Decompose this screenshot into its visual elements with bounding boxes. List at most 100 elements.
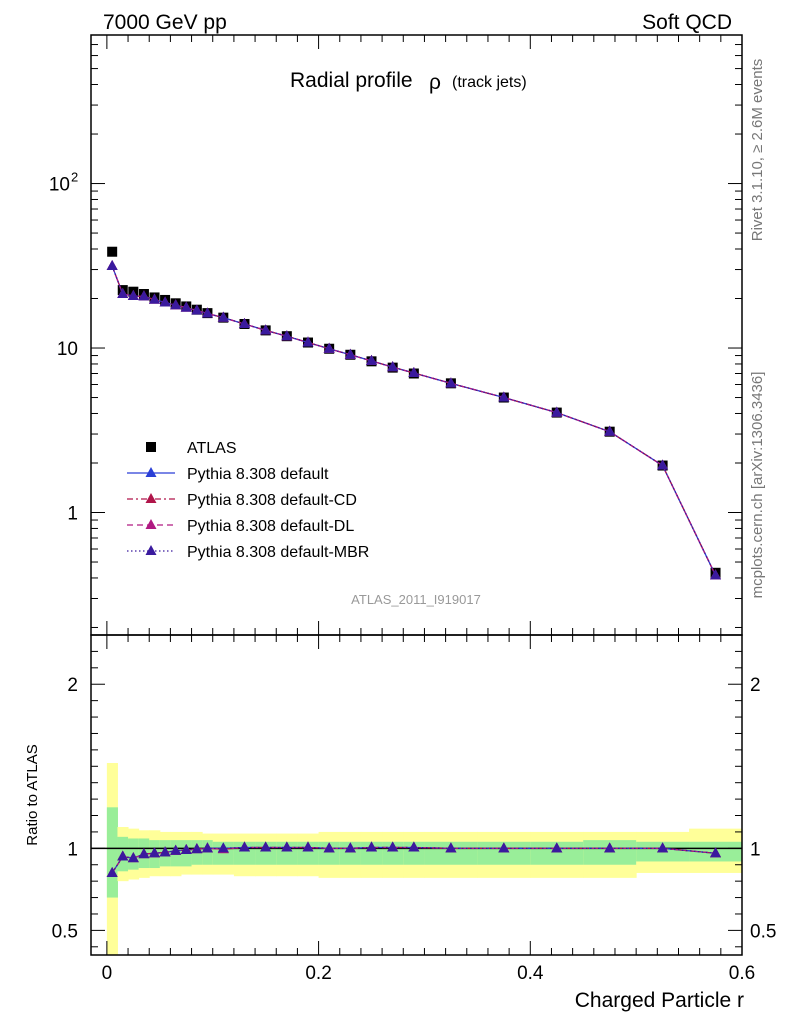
data-point [710,569,722,580]
data-point [323,342,335,353]
data-point [498,391,510,402]
data-point [117,288,129,299]
inner-uncertainty-band [477,841,531,865]
ratio-data-point [149,847,161,858]
ratio-data-point [138,848,150,859]
data-point [551,406,563,417]
ratio-y-tick-label-right: 1 [750,839,761,860]
ratio-y-axis-label: Ratio to ATLAS [24,744,41,845]
data-point [260,324,272,335]
legend-label: ATLAS [187,440,237,457]
category-label: Soft QCD [642,11,732,34]
legend-marker [145,467,157,477]
beam-label: 7000 GeV pp [103,11,227,34]
data-point [191,304,203,315]
ratio-data-point [344,842,356,853]
legend-item: ATLAS [146,440,237,457]
legend-marker [145,545,157,555]
data-point [170,299,182,310]
ratio-data-point [260,841,272,852]
ratio-data-point [551,842,563,853]
ratio-y-tick-label: 1 [67,839,78,860]
ratio-data-point [238,841,250,852]
legend-marker [145,519,157,529]
data-point [302,336,314,347]
data-point [180,301,192,312]
data-point [366,354,378,365]
data-point [217,311,229,322]
x-tick-label: 0.6 [729,963,755,984]
legend-item: Pythia 8.308 default-MBR [127,544,369,561]
ratio-data-point [302,841,314,852]
legend-marker [146,442,156,452]
ratio-data-point [387,841,399,852]
data-point [657,459,669,470]
legend-label: Pythia 8.308 default [187,466,329,483]
chart-title: Radial profile [290,69,413,92]
ratio-data-point [445,842,457,853]
ratio-series-line [111,846,716,874]
ratio-y-tick-label: 2 [67,675,78,696]
legend-label: Pythia 8.308 default-DL [187,518,354,535]
rivet-version-label: Rivet 3.1.10, ≥ 2.6M events [749,59,766,242]
ratio-y-tick-label-right: 0.5 [750,921,776,942]
mcplots-reference-label: mcplots.cern.ch [arXiv:1306.3436] [749,372,766,599]
data-point [408,366,420,377]
x-axis-label: Charged Particle r [575,989,744,1012]
legend-label: Pythia 8.308 default-MBR [187,544,369,561]
data-point [106,260,118,271]
inner-uncertainty-band [530,841,584,865]
legend-item: Pythia 8.308 default-DL [127,518,354,535]
ratio-series-3 [106,841,722,877]
ratio-plot-marks [106,841,722,877]
ratio-data-point [127,852,139,863]
data-point [127,290,139,301]
x-tick-label: 0 [102,963,113,984]
data-point [387,361,399,372]
main-y-tick-label: 1 [67,504,78,525]
data-point [138,290,150,301]
ratio-data-point [498,842,510,853]
main-series-4 [106,260,722,580]
data-point [281,330,293,341]
main-y-tick-exponent: 2 [71,170,78,185]
data-point [149,293,161,304]
ratio-plot-frame [90,634,743,956]
ratio-data-point [710,847,722,858]
ratio-data-point [117,850,129,861]
main-y-tick-label: 10 [57,339,78,360]
main-plot-marks [106,246,722,580]
ratio-data-point [159,846,171,857]
legend: ATLAS Pythia 8.308 default Pythia 8.308 de… [127,440,369,561]
x-tick-label: 0.2 [305,963,331,984]
ratio-data-point [170,844,182,855]
data-point [604,425,616,436]
legend-item: Pythia 8.308 default [127,466,329,483]
data-point [159,296,171,307]
ratio-data-point [281,841,293,852]
legend-label: Pythia 8.308 default-CD [187,492,357,509]
inner-uncertainty-band [202,840,214,865]
analysis-id-label: ATLAS_2011_I919017 [351,592,481,607]
data-point [344,348,356,359]
ratio-data-point [604,842,616,853]
chart-title-suffix: (track jets) [452,74,527,91]
ratio-data-point [366,841,378,852]
ratio-data-point [106,866,118,877]
data-point [238,317,250,328]
data-point [445,377,457,388]
ratio-axis-ticks: 0.5 0.5 1 1 2 2 0 0.2 0.4 0.6 [52,635,776,984]
legend-marker [145,493,157,503]
ratio-y-tick-label-right: 2 [750,675,761,696]
chart-title-symbol: ρ [429,71,441,94]
ratio-y-tick-label: 0.5 [52,921,78,942]
ratio-data-point [201,842,213,853]
inner-uncertainty-band [106,807,118,898]
ratio-uncertainty-bands [106,763,743,955]
ratio-data-point [408,841,420,852]
data-point [201,307,213,318]
ratio-data-point [657,842,669,853]
